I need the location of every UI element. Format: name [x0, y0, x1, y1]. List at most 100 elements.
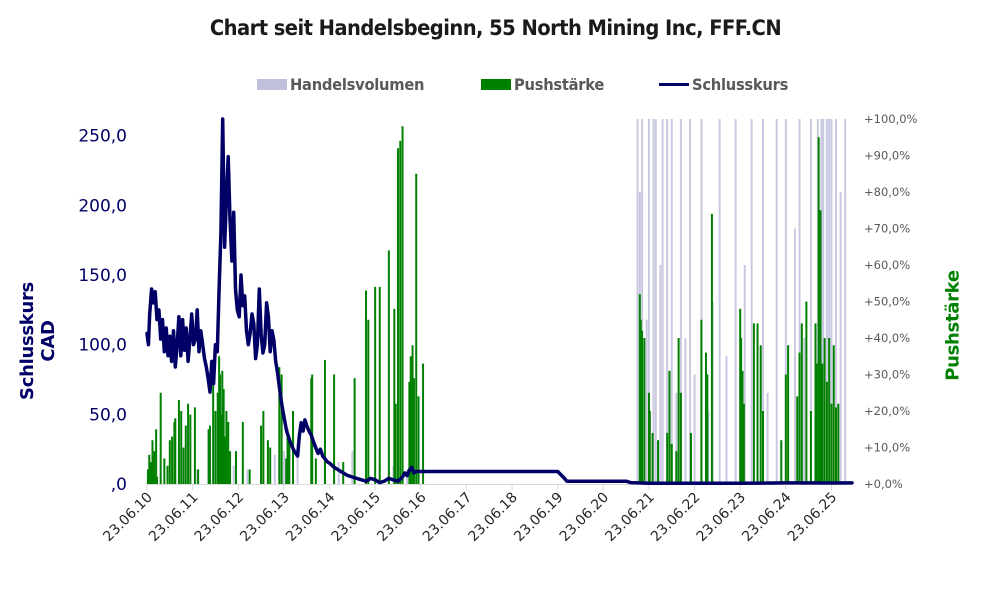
volume-bar	[828, 119, 831, 484]
y-right-tick-label: +100,0%	[864, 112, 918, 126]
push-bar	[225, 411, 228, 484]
push-bar	[704, 352, 707, 484]
x-tick-label: 23.06.25	[785, 490, 840, 545]
volume-bar	[351, 451, 354, 484]
volume-bar	[654, 119, 657, 484]
push-bar	[756, 323, 759, 484]
volume-bar	[784, 119, 787, 484]
volume-bar	[766, 392, 769, 484]
volume-bar	[725, 356, 728, 484]
tick-labels: 23.06.1023.06.1123.06.1223.06.1323.06.14…	[78, 112, 917, 545]
push-bar	[759, 345, 762, 484]
push-bar	[675, 451, 678, 484]
push-bar	[214, 411, 217, 484]
push-bar	[666, 432, 669, 484]
y-right-tick-label: +60,0%	[864, 258, 910, 272]
push-bar	[266, 440, 269, 484]
push-bar	[762, 411, 765, 484]
volume-bar	[835, 119, 838, 484]
push-bar	[408, 381, 411, 484]
push-bar	[393, 308, 396, 484]
y-right-tick-label: +80,0%	[864, 185, 910, 199]
push-bar	[148, 454, 151, 484]
x-tick-label: 23.06.19	[511, 490, 566, 545]
volume-bar	[798, 119, 801, 484]
volume-bar	[844, 119, 847, 484]
y-right-tick-label: +10,0%	[864, 441, 910, 455]
y-left-tick-label: 50,0	[89, 405, 127, 425]
push-bar	[212, 381, 215, 484]
x-tick-label: 23.06.10	[100, 490, 155, 545]
push-bar	[411, 345, 414, 484]
push-bar	[396, 148, 399, 484]
push-bar	[815, 363, 818, 484]
x-tick-label: 23.06.18	[465, 490, 520, 545]
x-tick-label: 23.06.15	[329, 490, 384, 545]
push-bar	[677, 338, 680, 484]
push-bar	[641, 330, 644, 484]
push-bar	[374, 286, 377, 484]
push-bar	[163, 458, 166, 484]
x-tick-label: 23.06.13	[237, 490, 292, 545]
push-bar	[197, 469, 200, 484]
push-bar	[399, 140, 402, 484]
push-bar	[814, 323, 817, 484]
push-bar	[651, 432, 654, 484]
volume-bar	[809, 119, 812, 484]
volume-bar	[641, 119, 644, 484]
legend: Handelsvolumen Pushstärke Schlusskurs	[0, 73, 991, 95]
volume-bar	[762, 119, 765, 484]
push-bar	[787, 345, 790, 484]
x-tick-label: 23.06.24	[739, 489, 794, 544]
push-bar	[333, 374, 336, 484]
legend-item-volume: Handelsvolumen	[257, 73, 436, 95]
volume-bar	[693, 374, 696, 484]
push-bar	[832, 345, 835, 484]
push-bar	[643, 338, 646, 484]
push-bar	[823, 338, 826, 484]
volume-bar	[246, 469, 249, 484]
push-bar	[409, 356, 412, 484]
legend-label-push: Pushstärke	[514, 74, 605, 94]
y-right-tick-label: +70,0%	[864, 222, 910, 236]
legend-line-close	[659, 82, 689, 86]
push-bar	[353, 378, 356, 484]
volume-bar	[232, 465, 235, 484]
push-bar	[412, 378, 415, 484]
volume-bar	[684, 338, 687, 484]
push-bar	[234, 451, 237, 484]
volume-bar	[636, 119, 639, 484]
volume-bar	[652, 119, 655, 484]
volume-bar	[839, 192, 842, 484]
volume-bar	[282, 451, 285, 484]
push-bar	[278, 367, 281, 484]
y-left-tick-label: ,0	[111, 475, 127, 495]
volume-bar	[645, 319, 648, 484]
push-bar	[821, 363, 824, 484]
volume-bar	[670, 119, 673, 484]
push-bar	[180, 411, 183, 484]
push-bar	[417, 396, 420, 484]
legend-swatch-push	[481, 78, 511, 90]
push-bar	[311, 374, 314, 484]
push-bar	[365, 290, 368, 484]
y-left-tick-label: 250,0	[78, 127, 127, 147]
legend-item-push: Pushstärke	[481, 73, 612, 95]
push-bar	[248, 469, 251, 484]
close-price-line	[145, 117, 854, 486]
y-right-tick-label: +50,0%	[864, 295, 910, 309]
push-bar	[800, 323, 803, 484]
x-tick-label: 23.06.20	[557, 490, 612, 545]
x-tick-label: 23.06.16	[374, 489, 429, 544]
push-bar	[151, 440, 154, 484]
push-bar	[639, 319, 642, 484]
push-bar	[286, 429, 289, 484]
push-bar	[280, 374, 283, 484]
push-bar	[710, 213, 713, 484]
volume-bar	[734, 119, 737, 484]
y-left-tick-label: 100,0	[78, 336, 127, 356]
push-bar	[174, 418, 177, 484]
push-bar	[367, 319, 370, 484]
push-bar	[229, 451, 232, 484]
push-bar	[817, 137, 820, 484]
